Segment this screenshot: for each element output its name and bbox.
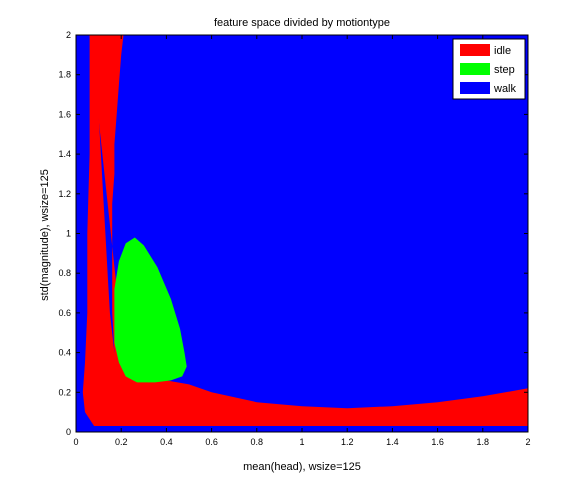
legend-swatch-idle xyxy=(460,44,490,56)
y-tick-label: 1 xyxy=(66,229,71,239)
y-tick-label: 1.8 xyxy=(58,70,71,80)
x-tick-label: 0.4 xyxy=(160,437,173,447)
legend-swatch-step xyxy=(460,63,490,75)
y-tick-label: 0 xyxy=(66,427,71,437)
chart-title: feature space divided by motiontype xyxy=(214,17,390,29)
y-tick-label: 1.4 xyxy=(58,149,71,159)
y-axis-label: std(magnitude), wsize=125 xyxy=(39,169,51,301)
x-axis-label: mean(head), wsize=125 xyxy=(243,461,361,473)
x-tick-label: 1.8 xyxy=(477,437,490,447)
y-tick-label: 0.2 xyxy=(58,387,71,397)
legend-label-step: step xyxy=(494,64,515,76)
legend-swatch-walk xyxy=(460,82,490,94)
x-tick-label: 1.6 xyxy=(431,437,444,447)
x-tick-label: 0.6 xyxy=(205,437,218,447)
step-region xyxy=(114,237,187,383)
y-tick-label: 0.8 xyxy=(58,268,71,278)
plot-area xyxy=(76,35,529,432)
x-tick-label: 1 xyxy=(299,437,304,447)
y-tick-label: 2 xyxy=(66,30,71,40)
x-tick-label: 0.2 xyxy=(115,437,128,447)
y-tick-label: 0.6 xyxy=(58,308,71,318)
legend-label-walk: walk xyxy=(493,83,517,95)
x-tick-label: 2 xyxy=(525,437,530,447)
legend-label-idle: idle xyxy=(494,45,511,57)
x-tick-label: 0.8 xyxy=(251,437,264,447)
y-tick-label: 1.2 xyxy=(58,189,71,199)
y-tick-label: 0.4 xyxy=(58,348,71,358)
x-tick-label: 1.2 xyxy=(341,437,354,447)
idle-region xyxy=(82,35,529,426)
x-tick-label: 1.4 xyxy=(386,437,399,447)
x-tick-label: 0 xyxy=(73,437,78,447)
y-axis: 0 0.2 0.4 0.6 0.8 1 1.2 1.4 1.6 1.8 2 xyxy=(58,30,528,437)
legend: idle step walk xyxy=(452,38,526,100)
y-tick-label: 1.6 xyxy=(58,109,71,119)
x-axis: 0 0.2 0.4 0.6 0.8 1 1.2 1.4 1.6 1.8 2 xyxy=(73,35,531,447)
